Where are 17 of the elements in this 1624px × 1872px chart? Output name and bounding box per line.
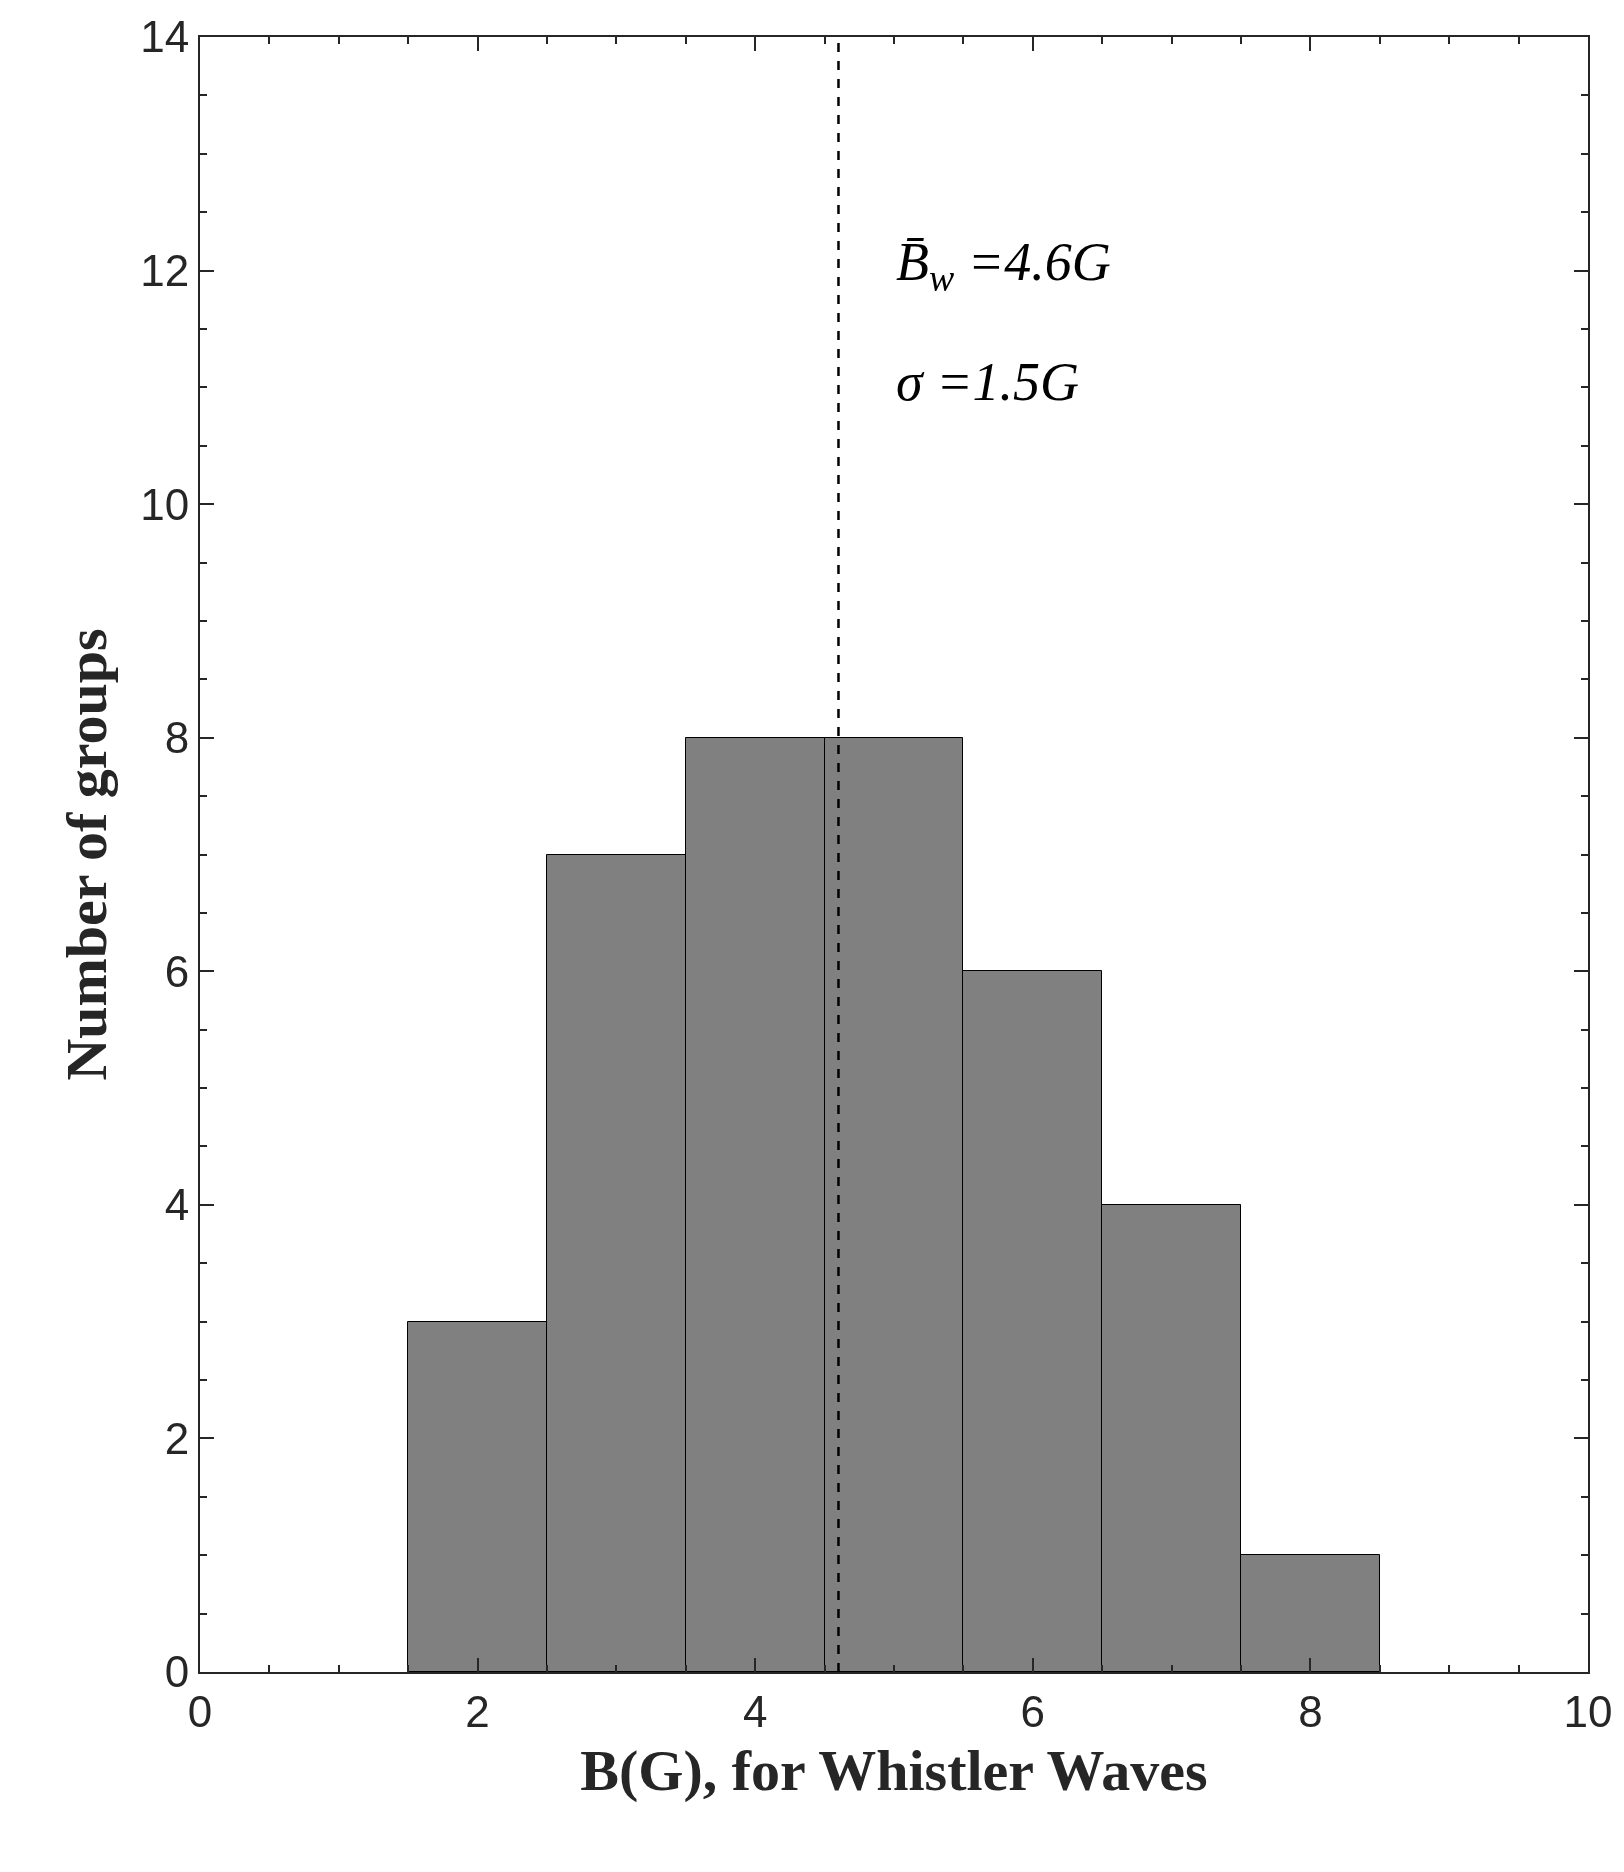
y-tick-label: 10 (140, 479, 190, 529)
y-tick-label: 6 (164, 946, 190, 996)
x-tick-label: 8 (1298, 1686, 1323, 1736)
annotation: B̄$_{w}$ =4.6G (896, 232, 1111, 300)
y-tick-label: 0 (164, 1647, 190, 1697)
x-tick-label: 10 (1563, 1686, 1613, 1736)
y-tick-label: 14 (140, 12, 190, 62)
y-tick-label: 8 (164, 713, 190, 763)
x-tick-label: 2 (465, 1686, 490, 1736)
y-axis-title: Number of groups (53, 628, 119, 1081)
x-tick-label: 6 (1020, 1686, 1046, 1736)
y-tick-label: 12 (140, 245, 190, 295)
y-tick-label: 4 (164, 1180, 190, 1230)
x-tick-label: 4 (742, 1686, 768, 1736)
y-tick-label: 2 (164, 1413, 190, 1463)
x-axis-title: B(G), for Whistler Waves (580, 1738, 1208, 1804)
annotation: σ =1.5G (896, 352, 1080, 412)
